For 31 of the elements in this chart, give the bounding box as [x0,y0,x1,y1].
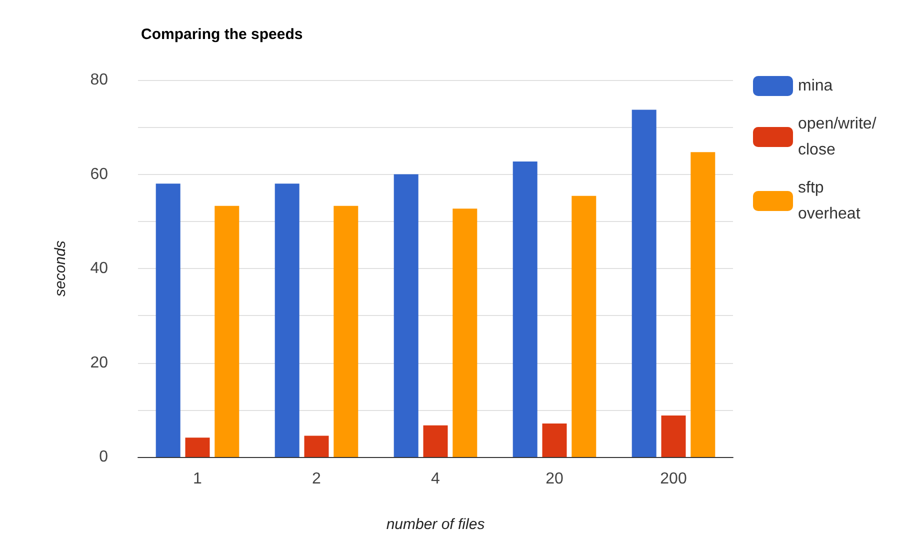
x-tick-label: 2 [312,470,322,488]
bar [185,438,210,457]
y-tick-label: 60 [90,166,108,183]
legend-label: sftp overheat [798,180,861,222]
y-tick-label: 0 [99,448,108,466]
bar [156,184,180,457]
legend-label: open/write/close [798,116,877,158]
bar [542,424,567,457]
bar [274,184,300,457]
y-axis-title: seconds [52,240,69,296]
bar [334,206,358,457]
bar [690,152,716,457]
y-tick-label: 40 [90,260,108,277]
x-tick-label: 4 [431,470,440,488]
bar [572,196,596,457]
y-tick-label: 20 [90,354,108,372]
bar [452,208,478,457]
bar [512,162,538,457]
bar [394,174,418,457]
chart-title: Comparing the speeds [141,26,303,43]
legend-label: mina [798,78,833,94]
bar [423,425,448,457]
x-tick-label: 200 [660,470,687,488]
bar [661,416,686,457]
x-axis-title: number of files [386,516,486,533]
x-tick-label: 1 [193,470,202,488]
bar [304,436,329,457]
x-tick-label: 20 [546,470,564,488]
bar [214,206,240,457]
bar [632,110,656,457]
y-tick-label: 80 [90,72,108,88]
